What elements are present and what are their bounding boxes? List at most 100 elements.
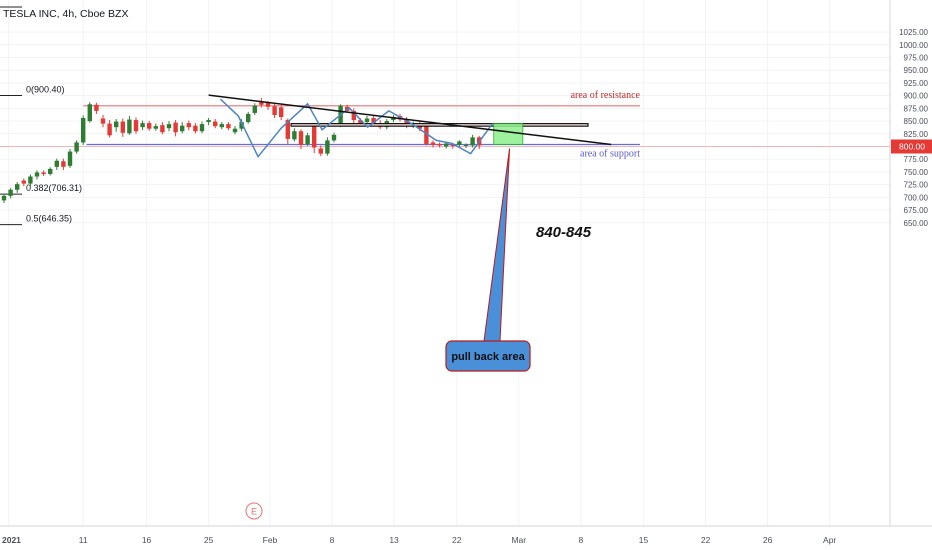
candle-body-up	[180, 125, 185, 132]
candle-body-down	[450, 144, 455, 146]
candle-body-up	[67, 151, 73, 166]
candle-body-up	[140, 123, 145, 128]
fib-label: 0(900.40)	[26, 84, 65, 94]
time-axis: 2021 11 16 25 Feb 8 13 22 Mar 8 15 22 26 Apr	[0, 525, 932, 545]
candle-body-down	[61, 161, 66, 167]
candle-body-up	[166, 124, 172, 129]
candle-body-up	[444, 143, 449, 147]
price-tick-label: 775.00	[904, 155, 929, 164]
time-tick-label: Feb	[263, 535, 278, 545]
candle-body-down	[437, 143, 442, 146]
candle-body-up	[48, 168, 53, 174]
candle-body-up	[305, 135, 310, 144]
price-tick-label: 675.00	[904, 206, 929, 215]
candle-body-up	[252, 105, 257, 113]
time-tick-label: Apr	[823, 535, 836, 545]
time-tick-label: 8	[330, 535, 335, 545]
candle-body-down	[285, 120, 290, 139]
candle-body-up	[232, 128, 238, 133]
annotations: area of resistance area of support 840-845…	[245, 90, 641, 520]
earnings-event-label: E	[251, 507, 257, 517]
price-tick-label: 1000.00	[899, 41, 928, 50]
price-tick-label: 975.00	[904, 54, 929, 63]
price-tick-label: 950.00	[904, 66, 929, 75]
fib-label: 0.5(646.35)	[26, 214, 72, 224]
time-tick-label: 11	[79, 535, 88, 545]
candle-body-down	[21, 180, 26, 184]
candle-body-down	[147, 123, 152, 129]
grid	[0, 0, 890, 526]
levels: 0(900.40) 0.382(706.31) 0.5(646.35)	[0, 6, 890, 226]
candle-body-down	[107, 123, 112, 136]
price-tick-label: 1025.00	[899, 28, 928, 37]
price-tick-label: 725.00	[904, 181, 929, 190]
candle-body-up	[114, 121, 119, 128]
resistance-trendline[interactable]	[208, 94, 612, 146]
price-tick-label: 750.00	[904, 168, 929, 177]
candle-body-up	[74, 142, 79, 152]
candle-body-up	[206, 120, 211, 123]
candle-body-down	[173, 122, 178, 133]
candle-body-up	[81, 118, 86, 143]
candle-body-down	[351, 110, 356, 121]
price-tick-label: 875.00	[904, 104, 929, 113]
time-tick-label: 22	[701, 535, 711, 545]
candle-body-up	[364, 118, 370, 123]
candle-body-up	[470, 137, 475, 146]
candle-body-down	[430, 142, 436, 145]
candle-body-up	[463, 144, 469, 146]
callout-box[interactable]	[445, 340, 531, 372]
candle-body-down	[371, 118, 376, 124]
pullback-zone[interactable]	[493, 123, 524, 145]
candle-body-up	[34, 172, 40, 177]
candle-body-up	[15, 184, 20, 190]
candle-body-down	[100, 118, 106, 124]
candle-body-up	[457, 141, 462, 145]
price-tick-label: 925.00	[904, 79, 929, 88]
support-label: area of support	[580, 148, 640, 159]
time-tick-label: 25	[204, 535, 214, 545]
candle-body-down	[133, 120, 139, 132]
candle-body-up	[54, 160, 59, 167]
price-tick-label: 700.00	[904, 193, 929, 202]
candle-body-up	[87, 104, 92, 122]
earnings-event-icon[interactable]	[245, 502, 263, 520]
candle-body-up	[325, 140, 330, 154]
resistance-label: area of resistance	[571, 90, 641, 101]
candle-body-up	[331, 134, 337, 141]
zigzag-pattern[interactable]	[219, 98, 494, 159]
price-tick-label: 850.00	[904, 117, 929, 126]
time-tick-label: 22	[452, 535, 462, 545]
current-price-label: 800.00	[899, 141, 925, 151]
fib-label: 0.382(706.31)	[26, 183, 82, 193]
candle-body-up	[239, 122, 244, 129]
time-tick-label: 26	[763, 535, 773, 545]
price-axis: 650.00 675.00 700.00 725.00 750.00 775.00 800.…	[889, 0, 932, 526]
current-price-badge	[891, 139, 932, 154]
candle-body-down	[120, 121, 125, 133]
candle-body-down	[226, 124, 231, 129]
time-tick-label: 16	[142, 535, 152, 545]
target-zone-label: 840-845	[536, 224, 592, 241]
candle-body-down	[318, 148, 323, 154]
time-tick-label: Mar	[511, 535, 526, 545]
candle-body-up	[246, 113, 251, 123]
candle-body-down	[213, 121, 218, 127]
candle-body-up	[199, 124, 205, 132]
candle-body-down	[272, 106, 277, 115]
candle-body-down	[312, 126, 317, 148]
candle-body-up	[1, 195, 7, 201]
callout-label: pull back area	[451, 351, 525, 363]
candle-body-down	[279, 107, 284, 118]
candle-body-down	[186, 123, 191, 128]
candle-body-down	[41, 172, 46, 174]
callout-pointer	[483, 148, 511, 342]
candle-body-up	[8, 189, 13, 196]
time-tick-label: 15	[639, 535, 649, 545]
candle-body-down	[259, 101, 264, 105]
candle-body-down	[94, 104, 99, 111]
candle-body-down	[298, 131, 304, 145]
candle-body-down	[358, 120, 363, 124]
candle-body-down	[265, 102, 271, 107]
